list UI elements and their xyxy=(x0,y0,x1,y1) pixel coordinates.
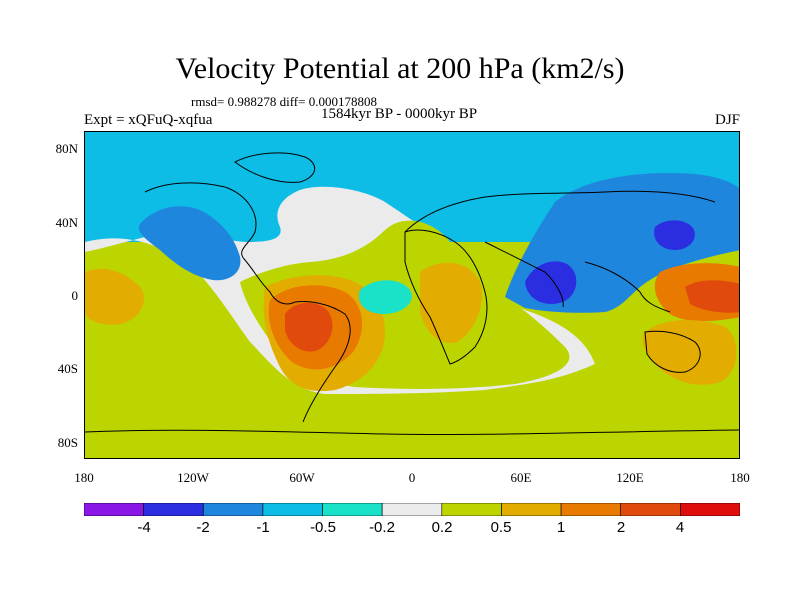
lon-label-60w: 60W xyxy=(289,470,315,485)
colorbar-bin-minus1-minus0.5 xyxy=(262,503,323,516)
field-blue-north-america xyxy=(138,206,241,281)
colorbar-bin-2-4 xyxy=(620,503,681,516)
coastlines xyxy=(85,152,739,436)
lon-label-180e: 180 xyxy=(730,470,750,485)
colorbar-bin-minus0.2-0.2 xyxy=(381,503,443,516)
colorbar-label-4: 4 xyxy=(675,519,685,536)
coast-southeast-asia xyxy=(584,261,671,313)
colorbar-label-1: 1 xyxy=(556,519,566,536)
field-cyan-atlantic xyxy=(358,280,412,314)
coast-eurasia-north xyxy=(404,190,716,233)
field-antarctic xyxy=(85,427,739,458)
rmsd-diff-stats: rmsd= 0.988278 diff= 0.000178808 xyxy=(191,94,377,109)
colorbar xyxy=(84,503,740,516)
lon-label-180w: 180 xyxy=(74,470,94,485)
period-label: 1584kyr BP - 0000kyr BP xyxy=(321,106,478,122)
coast-arabia-india xyxy=(484,241,564,308)
colorbar-label-minus2: -2 xyxy=(196,519,210,536)
colorbar-bin-lt-minus4 xyxy=(84,503,144,516)
coast-north-america xyxy=(144,182,296,305)
colorbar-bin-0.2-0.5 xyxy=(441,503,502,516)
colorbar-bin-minus0.5-minus0.2 xyxy=(322,503,383,516)
coast-africa xyxy=(404,229,488,365)
colorbar-bin-1-2 xyxy=(560,503,622,516)
coast-greenland xyxy=(234,152,315,183)
colorbar-label-2: 2 xyxy=(616,519,626,536)
season-label: DJF xyxy=(714,112,740,128)
lat-label-40n: 40N xyxy=(55,215,78,230)
map-panel xyxy=(84,131,740,459)
field-dark-blue-japan xyxy=(654,220,695,250)
field-orange-south-pacific xyxy=(642,320,737,385)
colorbar-bin-0.5-1 xyxy=(501,503,562,516)
field-red-sa xyxy=(285,302,333,352)
colorbar-bin-gt-4 xyxy=(680,503,740,516)
colorbar-label-0.2: 0.2 xyxy=(431,519,453,536)
field-arctic-band xyxy=(85,132,739,174)
field-orange-africa xyxy=(420,262,483,343)
colorbar-label-0.5: 0.5 xyxy=(490,519,512,536)
lat-label-40s: 40S xyxy=(57,361,78,376)
field-dark-blue-india xyxy=(525,261,577,304)
lon-label-120w: 120W xyxy=(177,470,209,485)
experiment-label: Expt = xQFuQ-xqfua xyxy=(84,112,213,128)
coast-antarctica xyxy=(85,429,739,436)
lon-label-120e: 120E xyxy=(616,470,644,485)
colorbar-bin-minus4-minus2 xyxy=(143,503,204,516)
velocity-potential-map xyxy=(85,132,739,458)
colorbar-label-minus0.2: -0.2 xyxy=(369,519,395,536)
field-orange-west-pacific xyxy=(85,268,144,325)
lat-label-0: 0 xyxy=(71,288,79,303)
colorbar-label-minus1: -1 xyxy=(256,519,270,536)
coast-australia xyxy=(644,330,701,373)
colorbar-label-minus4: -4 xyxy=(137,519,151,536)
plot-title: Velocity Potential at 200 hPa (km2/s) xyxy=(175,52,625,85)
lat-label-80n: 80N xyxy=(55,141,78,156)
colorbar-bin-minus2-minus1 xyxy=(203,503,264,516)
lon-label-0: 0 xyxy=(408,470,416,485)
lon-label-60e: 60E xyxy=(510,470,532,485)
colorbar-label-minus0.5: -0.5 xyxy=(310,519,336,536)
field-red-east xyxy=(685,280,739,313)
coast-south-america xyxy=(294,301,351,423)
lat-label-80s: 80S xyxy=(57,435,78,450)
